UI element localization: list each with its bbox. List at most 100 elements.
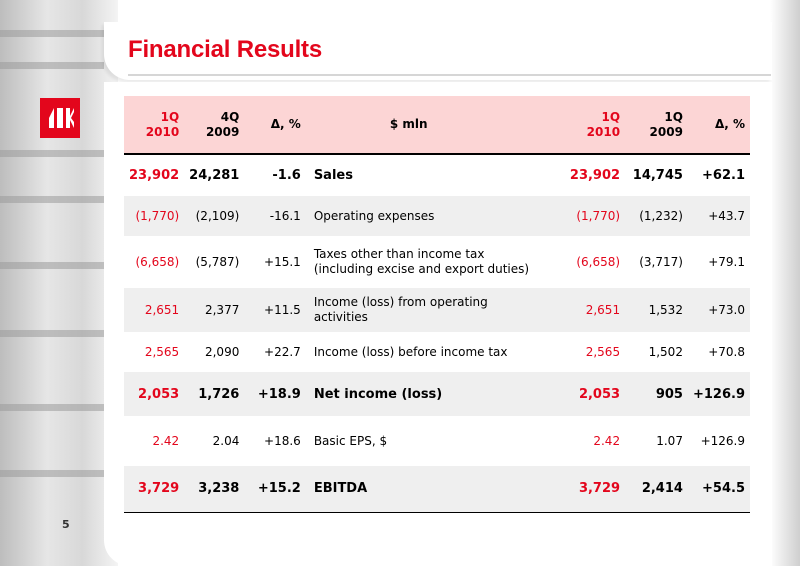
cell: 2,565 — [144, 345, 180, 359]
cell: (1,770) — [135, 209, 180, 223]
cell: 1,726 — [198, 386, 240, 402]
cell: +62.1 — [702, 168, 745, 183]
col-header-1q2010-left: 1Q 2010 — [124, 96, 184, 154]
cell: +126.9 — [700, 434, 745, 448]
row-label: Income (loss) from operating activities — [306, 288, 565, 332]
header-line: 1Q — [601, 109, 621, 124]
row-label: Income (loss) before income tax — [313, 344, 508, 359]
col-header-4q2009: 4Q 2009 — [184, 96, 244, 154]
col-header-1q2010-right: 1Q 2010 — [565, 96, 625, 154]
table-row-sales: 23,902 24,281 -1.6 Sales 23,902 14,745 +… — [124, 154, 750, 196]
header-line: 1Q — [664, 109, 683, 124]
cell: 905 — [655, 386, 683, 402]
table-row-taxes: (6,658) (5,787) +15.1 Taxes other than i… — [124, 236, 750, 288]
row-label-line: Taxes other than income tax — [313, 247, 485, 261]
cell: +70.8 — [708, 345, 745, 359]
logo-mark-icon — [40, 98, 80, 138]
cell: +126.9 — [692, 386, 745, 402]
cell: -1.6 — [272, 168, 301, 183]
header-line: 2009 — [205, 124, 240, 139]
col-header-usd-mln: $ mln — [389, 117, 428, 131]
cell: 23,902 — [129, 168, 180, 183]
cell: (6,658) — [135, 255, 180, 269]
right-decorative-band — [770, 0, 800, 566]
cell: 2,053 — [138, 386, 180, 402]
cell: 2,651 — [585, 303, 621, 317]
header-line: 2009 — [649, 124, 683, 139]
cell: 3,729 — [578, 481, 621, 497]
content-panel — [104, 82, 772, 566]
cell: 1,532 — [648, 303, 683, 317]
decorative-stripe — [0, 262, 104, 269]
row-label: EBITDA — [313, 481, 368, 497]
cell: +18.6 — [264, 434, 301, 448]
cell: +22.7 — [264, 345, 301, 359]
row-label: Basic EPS, $ — [313, 433, 388, 448]
cell: 2,053 — [578, 386, 621, 402]
header-line: 2010 — [145, 124, 180, 139]
decorative-stripe — [0, 470, 104, 477]
cell: 1,502 — [648, 345, 683, 359]
col-header-delta-right: Δ, % — [714, 117, 745, 131]
cell: +73.0 — [708, 303, 745, 317]
cell: 14,745 — [632, 168, 683, 183]
left-decorative-band — [0, 0, 118, 566]
decorative-stripe — [0, 404, 104, 411]
col-header-delta-left: Δ, % — [270, 117, 301, 131]
cell: (2,109) — [195, 209, 240, 223]
decorative-stripe — [0, 330, 104, 337]
row-label: Taxes other than income tax (including e… — [306, 236, 565, 288]
page-title: Financial Results — [128, 36, 322, 63]
cell: 2,090 — [204, 345, 240, 359]
cell: +79.1 — [708, 255, 745, 269]
row-label: Net income (loss) — [313, 386, 443, 402]
lukoil-logo — [40, 98, 80, 138]
table-row-basic-eps: 2.42 2.04 +18.6 Basic EPS, $ 2.42 1.07 +… — [124, 416, 750, 466]
cell: 2,377 — [204, 303, 240, 317]
cell: +18.9 — [257, 386, 301, 402]
cell: +43.7 — [708, 209, 745, 223]
cell: 2.42 — [593, 434, 621, 448]
decorative-stripe — [0, 150, 104, 157]
cell: -16.1 — [269, 209, 301, 223]
row-label-line: Income (loss) from operating — [313, 295, 488, 309]
page-number: 5 — [62, 518, 70, 531]
col-header-1q2009: 1Q 2009 — [625, 96, 688, 154]
cell: 2.42 — [152, 434, 180, 448]
cell: (1,770) — [576, 209, 621, 223]
cell: +15.2 — [257, 481, 301, 497]
cell: 3,729 — [138, 481, 180, 497]
table-row-net-income: 2,053 1,726 +18.9 Net income (loss) 2,05… — [124, 372, 750, 416]
cell: 2.04 — [212, 434, 240, 448]
decorative-stripe — [0, 30, 104, 37]
cell: 23,902 — [569, 168, 621, 183]
table-row-ebitda: 3,729 3,238 +15.2 EBITDA 3,729 2,414 +54… — [124, 466, 750, 512]
cell: 2,565 — [585, 345, 621, 359]
cell: 3,238 — [198, 481, 240, 497]
header-line: 4Q — [220, 109, 240, 124]
cell: +11.5 — [264, 303, 301, 317]
title-divider — [128, 74, 771, 76]
table-row-operating-income: 2,651 2,377 +11.5 Income (loss) from ope… — [124, 288, 750, 332]
table-header-row: 1Q 2010 4Q 2009 Δ, % $ mln 1Q 2010 1Q 20… — [124, 96, 750, 154]
cell: (3,717) — [639, 255, 683, 269]
header-line: 2010 — [586, 124, 621, 139]
cell: 2,651 — [144, 303, 180, 317]
title-panel — [104, 22, 772, 80]
cell: (6,658) — [576, 255, 621, 269]
decorative-stripe — [0, 62, 104, 69]
header-line: 1Q — [160, 109, 180, 124]
cell: +54.5 — [702, 481, 745, 497]
cell: 1.07 — [656, 434, 683, 448]
decorative-stripe — [0, 196, 104, 203]
cell: 2,414 — [641, 481, 683, 497]
table-row-operating-expenses: (1,770) (2,109) -16.1 Operating expenses… — [124, 196, 750, 236]
row-label-line: (including excise and export duties) — [313, 262, 530, 276]
row-label: Operating expenses — [313, 208, 435, 223]
cell: +15.1 — [264, 255, 301, 269]
row-label: Sales — [313, 168, 353, 183]
table-row-income-before-tax: 2,565 2,090 +22.7 Income (loss) before i… — [124, 332, 750, 372]
cell: 24,281 — [189, 168, 240, 183]
row-label-line: activities — [313, 310, 368, 324]
cell: (5,787) — [195, 255, 240, 269]
